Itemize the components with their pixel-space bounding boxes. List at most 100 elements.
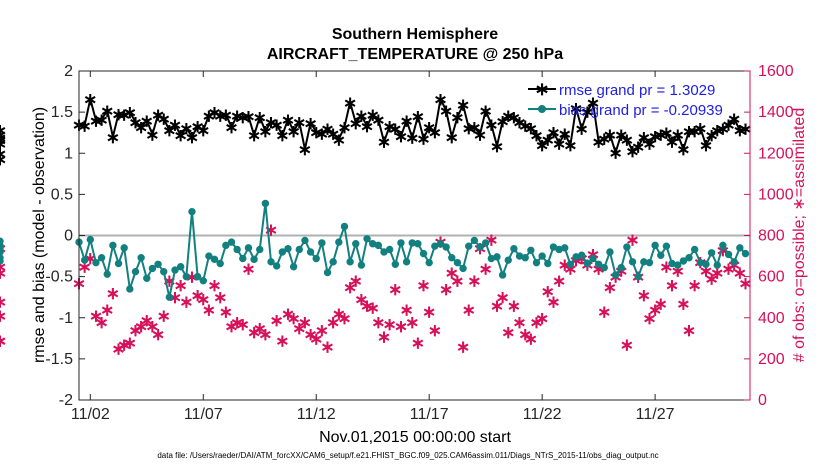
rmse-point: ∗ — [123, 103, 137, 122]
bias-point — [623, 243, 631, 251]
rmse-point: ∗ — [665, 133, 679, 152]
bias-point — [160, 267, 168, 276]
obs-assimilated-point: ∗ — [405, 313, 419, 332]
obs-assimilated-point: ∗ — [552, 272, 566, 291]
rmse-point: ∗ — [704, 126, 718, 145]
bias-point — [385, 245, 394, 254]
bias-point — [357, 261, 366, 269]
bias-point — [651, 241, 659, 250]
rmse-point: ∗ — [450, 108, 464, 127]
rmse-point: ∗ — [699, 136, 713, 155]
bias-point — [250, 255, 258, 264]
rmse-point: ∗ — [303, 114, 317, 133]
obs-assimilated-point: ∗ — [495, 288, 509, 307]
rmse-point: ∗ — [721, 115, 735, 134]
legend-bias-label: bias grand pr = -0.20939 — [559, 102, 723, 119]
bias-point — [448, 254, 456, 262]
rmse-point: ∗ — [0, 125, 7, 144]
obs-assimilated-point: ∗ — [292, 319, 306, 338]
obs-assimilated-point: ∗ — [394, 317, 408, 336]
obs-assimilated-point: ∗ — [236, 315, 250, 334]
bias-point — [465, 242, 473, 250]
bias-point — [730, 258, 738, 266]
axes: 11/02 11/07 11/12 11/17 11/22 11/27 -2 -1.5 -1 -0… — [45, 63, 793, 423]
rmse-point: ∗ — [462, 119, 476, 138]
obs-assimilated-point: ∗ — [0, 331, 7, 350]
obs-assimilated-point: ∗ — [128, 321, 142, 340]
chart-title: Southern Hemisphere — [332, 26, 498, 43]
chart-subtitle: AIRCRAFT_TEMPERATURE @ 250 hPa — [267, 46, 563, 63]
obs-assimilated-point: ∗ — [326, 313, 340, 332]
rmse-point: ∗ — [495, 112, 509, 131]
rmse-point: ∗ — [411, 107, 425, 126]
rmse-point: ∗ — [162, 121, 176, 140]
bias-point — [92, 258, 100, 267]
rmse-point: ∗ — [292, 113, 306, 132]
rmse-point: ∗ — [439, 101, 453, 120]
rmse-series-line — [78, 97, 746, 154]
bias-point — [256, 245, 264, 254]
rmse-point: ∗ — [0, 134, 7, 153]
bias-point — [171, 266, 179, 274]
y-tick-label-left: 2 — [64, 63, 73, 80]
obs-assimilated-point: ∗ — [123, 333, 137, 352]
footer-data-file: data file: /Users/raeder/DAI/ATM_forcXX/… — [157, 451, 658, 460]
bias-point — [137, 254, 145, 262]
obs-assimilated-point: ∗ — [360, 296, 374, 315]
obs-assimilated-point: ∗ — [541, 282, 555, 301]
bias-point — [176, 263, 185, 271]
obs-assimilated-point: ∗ — [411, 333, 425, 352]
y-tick-label-right: 0 — [758, 392, 767, 409]
obs-assimilated-point: ∗ — [349, 272, 363, 291]
rmse-point: ∗ — [315, 125, 329, 144]
obs-assimilated-point: ∗ — [332, 305, 346, 324]
bias-point — [419, 249, 428, 258]
obs-assimilated-point: ∗ — [445, 264, 459, 283]
obs-assimilated-point: ∗ — [637, 286, 651, 305]
rmse-point: ∗ — [592, 133, 606, 152]
rmse-point: ∗ — [535, 136, 549, 155]
bias-point — [210, 255, 219, 264]
obs-assimilated-point: ∗ — [281, 305, 295, 324]
obs-assimilated-point: ∗ — [270, 311, 284, 330]
obs-assimilated-point: ∗ — [151, 325, 165, 344]
bias-point — [109, 241, 117, 250]
obs-assimilated-point: ∗ — [366, 298, 380, 317]
obs-assimilated-point: ∗ — [275, 331, 289, 350]
rmse-point: ∗ — [467, 118, 481, 137]
bias-point — [301, 236, 309, 245]
rmse-point: ∗ — [586, 93, 600, 112]
bias-point — [374, 241, 383, 250]
bias-point — [318, 239, 326, 247]
y-axis-label-left: rmse and bias (model - observation) — [31, 107, 48, 363]
rmse-point: ∗ — [456, 96, 470, 115]
rmse-point: ∗ — [710, 121, 724, 140]
obs-assimilated-point: ∗ — [230, 313, 244, 332]
obs-assimilated-point: ∗ — [309, 329, 323, 348]
obs-assimilated-point: ∗ — [89, 307, 103, 326]
bias-point — [414, 240, 422, 248]
rmse-point: ∗ — [563, 136, 577, 155]
rmse-point: ∗ — [0, 150, 7, 169]
bias-point — [278, 248, 287, 256]
rmse-point: ∗ — [608, 143, 622, 162]
rmse-point: ∗ — [145, 125, 159, 144]
rmse-point: ∗ — [394, 127, 408, 146]
obs-assimilated-point: ∗ — [399, 301, 413, 320]
rmse-point: ∗ — [366, 106, 380, 125]
rmse-point: ∗ — [569, 99, 583, 118]
bias-point — [600, 263, 608, 272]
rmse-point: ∗ — [541, 130, 555, 149]
x-axis-label: Nov.01,2015 00:00:00 start — [319, 429, 511, 446]
obs-assimilated-point: ∗ — [456, 338, 470, 357]
obs-assimilated-point: ∗ — [337, 309, 351, 328]
x-tick-label: 11/12 — [297, 406, 336, 423]
obs-assimilated-point: ∗ — [733, 264, 747, 283]
y-tick-label-right: 600 — [758, 269, 785, 286]
legend-bias-marker — [538, 105, 546, 113]
obs-assimilated-point: ∗ — [94, 313, 108, 332]
bias-point — [103, 270, 111, 278]
rmse-point: ∗ — [190, 117, 204, 136]
rmse-point: ∗ — [671, 125, 685, 144]
rmse-point: ∗ — [281, 111, 295, 130]
